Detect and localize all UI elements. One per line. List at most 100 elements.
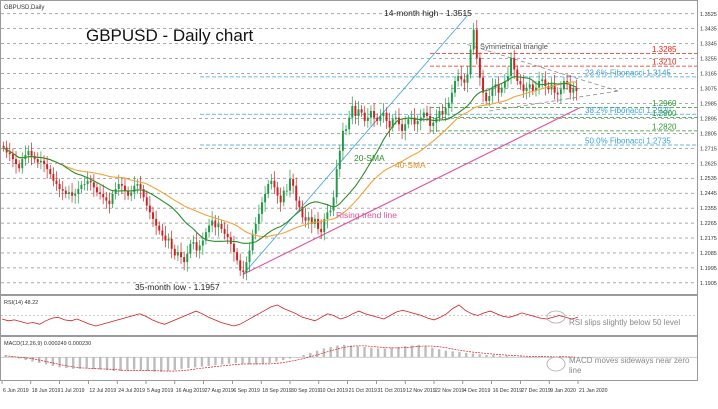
candle-body <box>214 220 217 228</box>
date-tick-label: 30 Sep 2019 <box>291 388 321 394</box>
candle-body <box>422 112 425 118</box>
candle-body <box>270 180 273 185</box>
macd-bar <box>498 355 502 358</box>
candle-body <box>105 197 108 201</box>
candle-body <box>223 228 226 234</box>
price-tick-label: 1.3525 <box>700 12 717 18</box>
level-label: 1.2960 <box>652 99 677 108</box>
macd-bar <box>444 350 448 358</box>
level-label: 1.3285 <box>652 45 677 54</box>
candle-body <box>326 212 329 219</box>
price-axis-labels: 1.3525 1.3435 1.3345 1.3255 1.3165 1.3075 1.29… <box>700 12 717 287</box>
macd-bar <box>214 357 217 366</box>
candle-body <box>345 129 348 131</box>
triangle-upper-line <box>467 44 619 92</box>
candle-body <box>357 109 360 116</box>
candle-body <box>556 92 559 95</box>
candle-body <box>313 218 316 224</box>
macd-bar <box>112 357 116 371</box>
macd-bar <box>458 352 461 358</box>
candle-body <box>201 240 204 246</box>
candle-body <box>332 197 335 211</box>
candle-body <box>248 250 251 263</box>
candle-body <box>525 87 528 92</box>
candle-body <box>99 192 102 195</box>
date-tick-label: 21 Jan 2020 <box>579 388 608 394</box>
candle-body <box>563 81 565 90</box>
macd-bar <box>187 357 190 369</box>
candle-body <box>49 169 52 175</box>
macd-bar <box>437 349 441 358</box>
candle-body <box>329 210 332 213</box>
macd-bar <box>282 357 285 361</box>
candle-body <box>229 237 232 244</box>
candle-body <box>195 242 198 251</box>
candle-body <box>317 218 319 229</box>
macd-bar <box>10 357 14 358</box>
price-tick-label: 1.2085 <box>700 251 717 257</box>
date-tick-label: 18 Sep 2019 <box>262 388 292 394</box>
candle-body <box>232 243 235 253</box>
macd-bar <box>58 357 61 368</box>
candle-body <box>183 257 186 263</box>
candle-body <box>516 69 519 82</box>
macd-bar <box>471 353 475 358</box>
date-tick-label: 12 Jul 2019 <box>89 388 116 394</box>
candle-body <box>21 159 24 169</box>
macd-bar <box>336 345 339 358</box>
candle-body <box>8 152 11 155</box>
macd-bar <box>288 357 292 359</box>
date-tick-label: 27 Aug 2019 <box>205 388 234 394</box>
macd-bar <box>295 357 298 358</box>
candle-body <box>460 76 463 80</box>
candle-body <box>111 194 114 204</box>
candle-body <box>441 110 444 115</box>
high-annotation: 14-month high - 1.3515 <box>384 8 472 18</box>
macd-bar <box>17 357 21 359</box>
date-tick-label: 10 Oct 2019 <box>320 388 348 394</box>
candle-body <box>67 192 70 195</box>
candle-body <box>398 117 400 125</box>
candle-body <box>276 187 279 196</box>
price-tick-label: 1.2895 <box>700 116 717 122</box>
candle-body <box>43 160 45 165</box>
candle-body <box>519 81 522 85</box>
macd-title: MACD(12,26,9) 0.000249 0.000230 <box>4 341 91 347</box>
candle-body <box>120 184 123 186</box>
macd-bar <box>532 356 536 358</box>
macd-bar <box>85 357 88 369</box>
candle-body <box>133 185 136 193</box>
macd-bar <box>478 354 481 358</box>
candle-body <box>544 79 547 87</box>
candle-body <box>447 102 450 108</box>
candle-body <box>426 112 428 116</box>
candle-body <box>192 242 195 244</box>
candle-body <box>130 192 133 196</box>
level-label: 23.6% Fibonacci 1.3145 <box>585 68 671 77</box>
candle-body <box>176 252 179 256</box>
candle-body <box>148 205 151 213</box>
price-tick-label: 1.3255 <box>700 57 717 63</box>
candle-body <box>152 212 154 219</box>
macd-bar <box>573 357 576 358</box>
date-tick-label: 22 Nov 2019 <box>435 388 465 394</box>
candle-body <box>39 160 42 163</box>
date-tick-label: 1 Jul 2019 <box>61 388 85 394</box>
macd-panel-frame <box>0 336 698 381</box>
macd-bar <box>24 357 27 361</box>
macd-bar <box>404 346 407 358</box>
candle-body <box>513 57 516 70</box>
macd-bar <box>485 355 488 358</box>
macd-bar <box>126 357 129 371</box>
candle-body <box>285 190 288 192</box>
macd-bar <box>559 356 563 358</box>
rsi-panel-frame <box>0 295 698 336</box>
macd-bar <box>302 355 305 358</box>
fib-swing-line <box>242 15 468 275</box>
candle-body <box>466 74 469 83</box>
candle-body <box>475 29 478 58</box>
macd-bar <box>51 357 55 366</box>
candle-body <box>261 202 263 214</box>
candle-body <box>472 29 475 50</box>
